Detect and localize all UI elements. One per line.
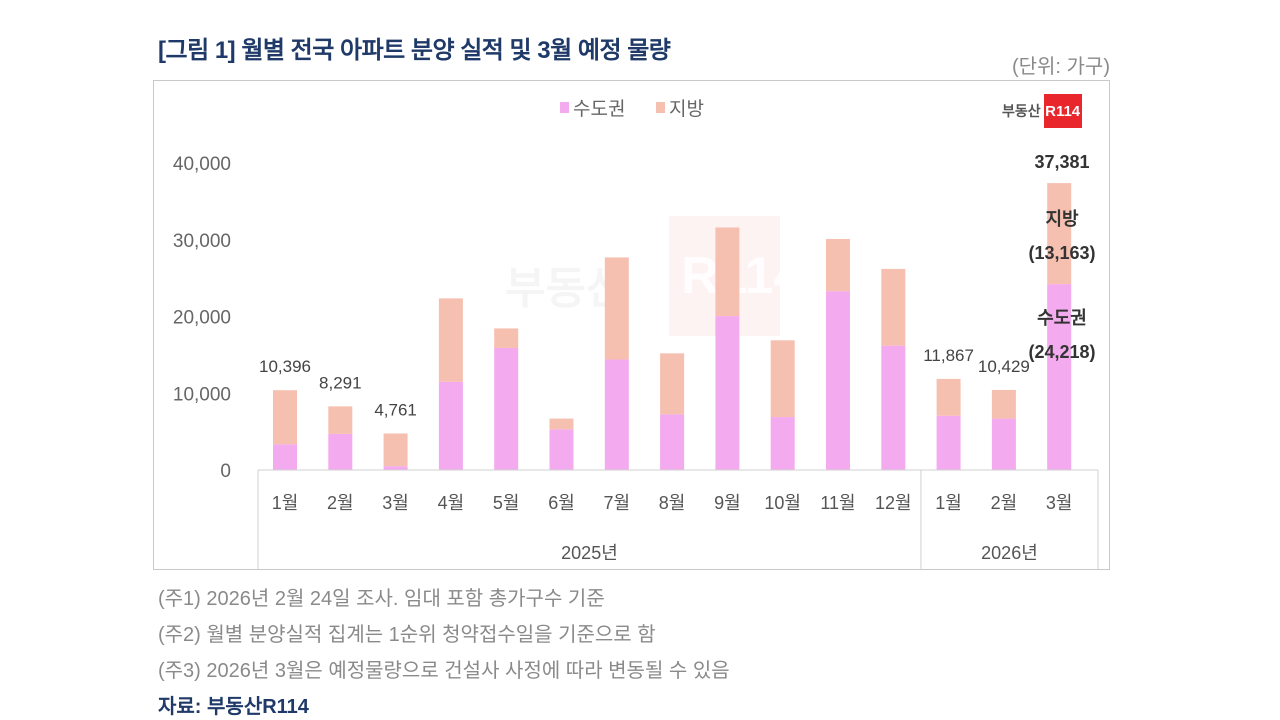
logo-text: 부동산	[1002, 103, 1041, 119]
bar-region	[549, 418, 574, 430]
legend-label-metro: 수도권	[573, 98, 625, 120]
bar-metro	[273, 444, 297, 470]
legend-swatch-region	[656, 102, 665, 113]
annotation-total: 37,381	[1034, 152, 1089, 172]
annotation-region-value: (13,163)	[1028, 243, 1095, 263]
legend-swatch-metro	[560, 102, 569, 113]
data-label: 11,867	[923, 346, 974, 365]
source-label: 자료: 부동산R114	[158, 696, 309, 718]
x-tick-label: 9월	[714, 493, 741, 513]
bar-metro	[770, 417, 795, 470]
x-tick-label: 2월	[991, 493, 1018, 513]
march-annotations: 37,381 지방 (13,163) 수도권 (24,218)	[1028, 152, 1095, 362]
annotation-metro-value: (24,218)	[1028, 342, 1095, 362]
bar-region	[494, 328, 519, 348]
note-1: (주1) 2026년 2월 24일 조사. 임대 포함 총가구수 기준	[158, 588, 605, 610]
annotation-metro-label: 수도권	[1037, 308, 1087, 328]
x-tick-label: 6월	[548, 493, 575, 513]
bar-metro	[715, 316, 740, 470]
x-tick-label: 5월	[493, 493, 520, 513]
y-tick-label: 40,000	[173, 154, 231, 175]
y-tick-label: 10,000	[173, 384, 231, 405]
x-tick-label: 4월	[438, 493, 465, 513]
chart-title: [그림 1] 월별 전국 아파트 분양 실적 및 3월 예정 물량	[158, 37, 671, 64]
y-axis: 0 10,000 20,000 30,000 40,000	[173, 154, 231, 482]
x-tick-label: 8월	[659, 493, 686, 513]
y-tick-label: 0	[220, 461, 231, 482]
y-tick-label: 30,000	[173, 231, 231, 252]
unit-label: (단위: 가구)	[1011, 56, 1110, 78]
x-tick-label: 1월	[272, 493, 299, 513]
bar-region	[438, 298, 463, 382]
note-3: (주3) 2026년 3월은 예정물량으로 건설사 사정에 따라 변동될 수 있…	[158, 660, 730, 682]
bar-region	[383, 433, 408, 467]
bar-region	[273, 390, 297, 445]
bar-metro	[991, 418, 1016, 470]
bar-region	[770, 340, 795, 418]
bar-region	[660, 353, 685, 415]
bar-region	[991, 389, 1016, 419]
x-tick-label: 3월	[1046, 493, 1073, 513]
x-axis: 1월 2월 3월 4월 5월 6월 7월 8월 9월 10월 11월 12월 1월 2월 3월 2025년 20…	[257, 469, 1099, 570]
x-group-label: 2025년	[561, 543, 618, 563]
bar-metro	[936, 415, 961, 470]
bar-metro	[881, 345, 906, 470]
bar-metro	[328, 433, 353, 470]
bar-region	[715, 227, 740, 317]
bar-metro	[383, 466, 408, 470]
data-label: 10,396	[259, 357, 311, 376]
legend-label-region: 지방	[669, 98, 704, 120]
x-tick-label: 2월	[327, 493, 354, 513]
bar-metro	[549, 429, 574, 470]
y-tick-label: 20,000	[173, 308, 231, 329]
data-label: 4,761	[374, 400, 417, 419]
chart-frame	[153, 80, 1110, 570]
x-tick-label: 11월	[820, 493, 855, 513]
x-tick-label: 3월	[382, 493, 409, 513]
bars	[273, 183, 1072, 470]
bar-region	[826, 238, 850, 292]
bar-metro	[438, 381, 463, 470]
data-label: 10,429	[978, 357, 1030, 376]
annotation-region-label: 지방	[1045, 209, 1079, 229]
data-label: 8,291	[319, 373, 362, 392]
bar-metro	[826, 291, 850, 470]
bar-region	[881, 268, 906, 346]
bar-region	[604, 257, 629, 360]
x-tick-label: 7월	[604, 493, 631, 513]
x-tick-label: 1월	[935, 493, 962, 513]
bar-metro	[604, 359, 629, 470]
bar-region	[1047, 183, 1072, 285]
bar-region	[328, 406, 353, 434]
x-tick-label: 12월	[875, 493, 912, 513]
r114-logo: 부동산 R114	[1002, 94, 1082, 128]
bar-metro	[660, 414, 685, 470]
note-2: (주2) 월별 분양실적 집계는 1순위 청약접수일을 기준으로 함	[158, 624, 656, 646]
logo-badge: R114	[1043, 94, 1082, 128]
bar-region	[936, 378, 961, 416]
bar-metro	[494, 347, 519, 470]
x-tick-label: 10월	[764, 493, 801, 513]
bar-metro	[1047, 284, 1072, 470]
legend: 수도권 지방	[560, 98, 704, 120]
x-group-label: 2026년	[981, 543, 1038, 563]
